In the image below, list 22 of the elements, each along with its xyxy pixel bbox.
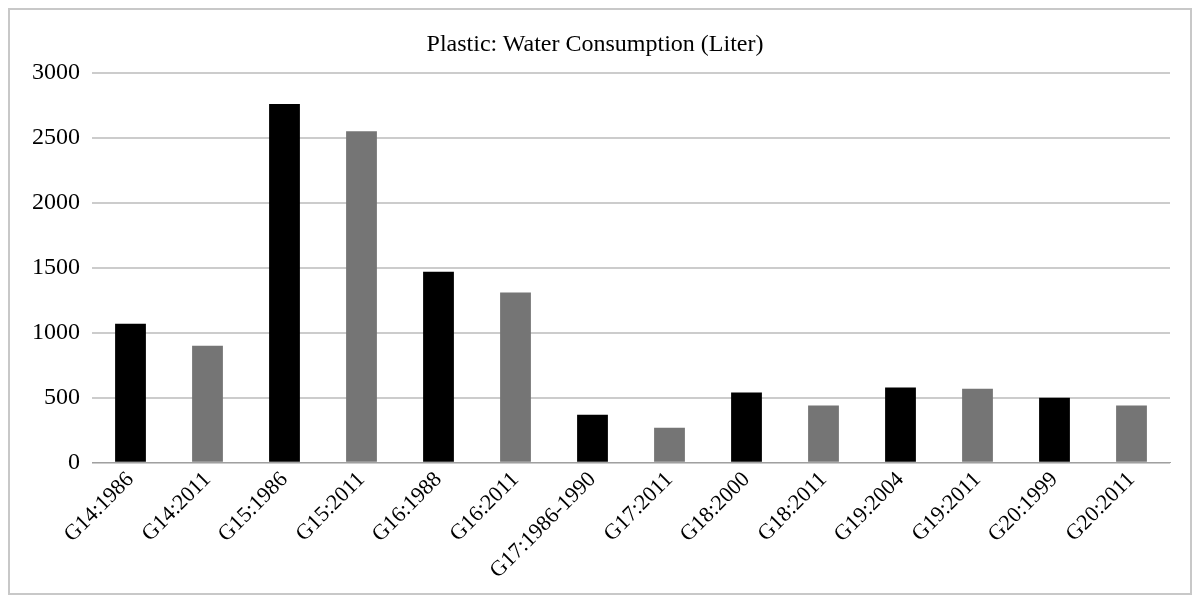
chart-title: Plastic: Water Consumption (Liter) bbox=[426, 29, 764, 56]
bar bbox=[346, 131, 377, 462]
bar bbox=[192, 345, 223, 462]
bar bbox=[577, 414, 608, 462]
y-tick-label: 1500 bbox=[32, 253, 80, 280]
bar bbox=[115, 323, 146, 462]
y-tick-label: 2500 bbox=[32, 123, 80, 150]
bar bbox=[731, 392, 762, 462]
bar bbox=[654, 427, 685, 462]
bar bbox=[500, 292, 531, 462]
bar bbox=[1116, 405, 1147, 462]
bar bbox=[885, 387, 916, 462]
y-tick-label: 2000 bbox=[32, 188, 80, 215]
y-tick-label: 1000 bbox=[32, 318, 80, 345]
y-tick-label: 0 bbox=[68, 448, 80, 475]
bar bbox=[269, 104, 300, 462]
bar bbox=[962, 388, 993, 462]
bar bbox=[423, 271, 454, 462]
y-tick-label: 500 bbox=[44, 383, 80, 410]
y-tick-label: 3000 bbox=[32, 58, 80, 85]
bar bbox=[808, 405, 839, 462]
bar bbox=[1039, 397, 1070, 462]
